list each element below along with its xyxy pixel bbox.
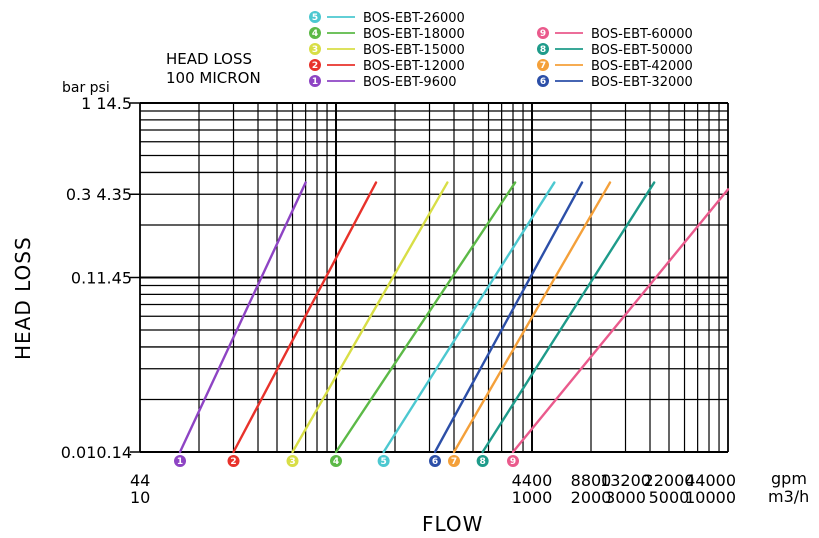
legend-label: BOS-EBT-26000 xyxy=(363,11,465,26)
x-tick-label-gpm: 44 xyxy=(130,471,150,490)
x-tick-label-gpm: 8800 xyxy=(571,471,612,490)
series-line-2 xyxy=(232,181,378,454)
series-marker-label: 9 xyxy=(510,457,516,467)
x-tick-label-m3h: 10000 xyxy=(685,488,736,507)
series-marker-5 xyxy=(377,455,390,467)
legend-label: BOS-EBT-50000 xyxy=(591,43,693,58)
legend-marker-7 xyxy=(537,59,549,71)
y-axis-title: HEAD LOSS xyxy=(11,236,35,360)
x-tick-label-gpm: 44000 xyxy=(685,471,736,490)
series-marker-9 xyxy=(507,455,520,467)
series-line-8 xyxy=(481,181,656,454)
chart-title-line-1: HEAD LOSS xyxy=(166,50,252,68)
x-tick-label-gpm: 4400 xyxy=(512,471,553,490)
series-markers: 1 2 3 4 5 6 7 8 9 xyxy=(174,455,520,467)
legend-marker-label: 2 xyxy=(312,61,318,71)
legend-marker-5 xyxy=(309,11,321,23)
legend-marker-label: 9 xyxy=(540,29,546,39)
legend-marker-label: 5 xyxy=(312,13,318,23)
x-axis-title: FLOW xyxy=(422,512,483,536)
series-line-3 xyxy=(291,181,449,454)
x-tick-label-m3h: 5000 xyxy=(649,488,690,507)
series-line-5 xyxy=(382,181,556,454)
legend-label: BOS-EBT-42000 xyxy=(591,59,693,74)
series-line-7 xyxy=(452,181,612,454)
series-lines xyxy=(178,181,730,454)
y-tick-labels: 1 14.5 0.3 4.35 0.11.45 0.010.14 xyxy=(61,94,132,462)
x-tick-label-m3h: 1000 xyxy=(512,488,553,507)
legend-label: BOS-EBT-15000 xyxy=(363,43,465,58)
series-marker-6 xyxy=(429,455,442,467)
legend-marker-label: 7 xyxy=(540,61,546,71)
series-marker-label: 8 xyxy=(480,457,486,467)
legend-label: BOS-EBT-9600 xyxy=(363,75,457,90)
series-marker-label: 4 xyxy=(333,457,339,467)
legend-marker-6 xyxy=(537,75,549,87)
legend-marker-1 xyxy=(309,75,321,87)
legend: 5 BOS-EBT-26000 4 BOS-EBT-18000 3 BOS-EBT-150… xyxy=(309,11,693,90)
legend-label: BOS-EBT-18000 xyxy=(363,27,465,42)
series-line-6 xyxy=(433,181,584,454)
series-marker-8 xyxy=(476,455,489,467)
x-unit-m3h: m3/h xyxy=(768,487,809,506)
series-line-4 xyxy=(334,181,517,454)
y-unit-header: bar psi xyxy=(62,80,110,96)
y-tick-label: 1 14.5 xyxy=(81,94,132,113)
series-marker-4 xyxy=(330,455,342,467)
series-marker-label: 2 xyxy=(230,457,236,467)
legend-marker-2 xyxy=(309,59,321,71)
series-line-1 xyxy=(178,181,307,454)
x-tick-label-m3h: 10 xyxy=(130,488,150,507)
x-tick-label-gpm: 13200 xyxy=(600,471,651,490)
series-marker-7 xyxy=(448,455,461,467)
series-marker-label: 6 xyxy=(432,457,438,467)
legend-marker-label: 3 xyxy=(312,45,318,55)
series-marker-label: 3 xyxy=(289,457,295,467)
legend-marker-4 xyxy=(309,27,321,39)
x-tick-label-gpm: 22000 xyxy=(644,471,695,490)
series-marker-label: 5 xyxy=(381,457,387,467)
series-marker-label: 1 xyxy=(177,457,183,467)
series-marker-label: 7 xyxy=(451,457,457,467)
legend-marker-3 xyxy=(309,43,321,55)
legend-marker-9 xyxy=(537,27,549,39)
series-marker-2 xyxy=(227,455,240,467)
legend-label: BOS-EBT-32000 xyxy=(591,75,693,90)
y-tick-label: 0.3 4.35 xyxy=(66,185,132,204)
legend-marker-label: 8 xyxy=(540,45,546,55)
x-tick-label-m3h: 3000 xyxy=(605,488,646,507)
chart-title-line-2: 100 MICRON xyxy=(166,69,261,87)
series-line-9 xyxy=(511,188,730,454)
x-unit-gpm: gpm xyxy=(771,469,807,488)
legend-marker-label: 1 xyxy=(312,77,318,87)
legend-label: BOS-EBT-60000 xyxy=(591,27,693,42)
legend-marker-8 xyxy=(537,43,549,55)
legend-marker-label: 4 xyxy=(312,29,318,39)
series-marker-1 xyxy=(174,455,187,467)
y-tick-label: 0.11.45 xyxy=(71,269,132,288)
series-marker-3 xyxy=(286,455,299,467)
y-tick-label: 0.010.14 xyxy=(61,443,132,462)
legend-marker-label: 6 xyxy=(540,77,546,87)
x-tick-label-m3h: 2000 xyxy=(571,488,612,507)
grid xyxy=(130,102,729,453)
legend-label: BOS-EBT-12000 xyxy=(363,59,465,74)
